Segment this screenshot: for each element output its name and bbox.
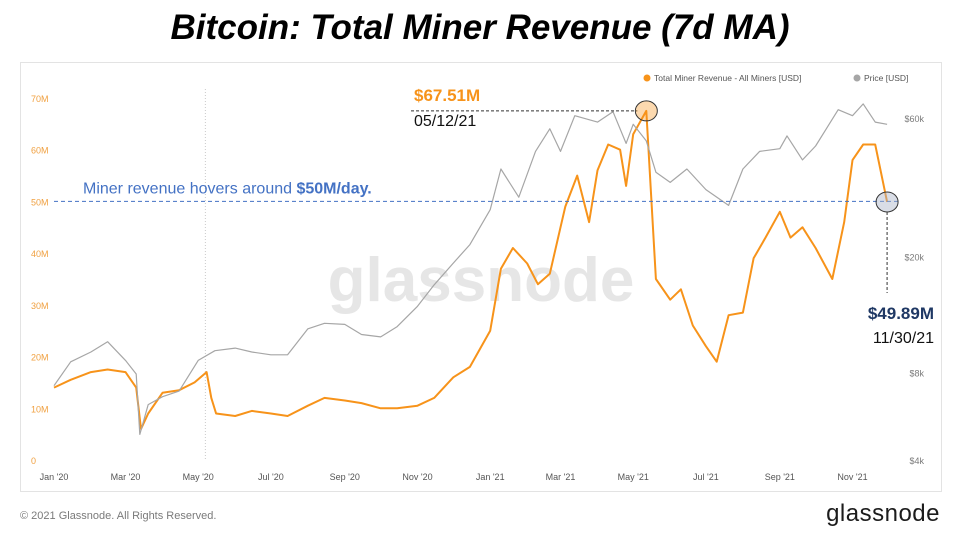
x-tick-label: Jan '21 — [476, 472, 505, 482]
x-tick-label: Mar '21 — [546, 472, 576, 482]
y-left-tick-label: 60M — [31, 146, 49, 156]
x-tick-label: Mar '20 — [111, 472, 141, 482]
chart-title: Bitcoin: Total Miner Revenue (7d MA) — [170, 8, 790, 47]
y-right-tick-label: $20k — [904, 253, 924, 263]
copyright-text: © 2021 Glassnode. All Rights Reserved. — [20, 510, 217, 522]
y-left-tick-label: 50M — [31, 197, 49, 207]
peak-value: $67.51M — [414, 86, 480, 105]
revenue-price-chart: glassnode 0 10M 20M 30M 40M 50M 60M 70M $4k $8k $2… — [31, 73, 934, 482]
y-right-tick-label: $60k — [904, 114, 924, 124]
y-left-tick-label: 20M — [31, 353, 49, 363]
y-left-tick-label: 10M — [31, 404, 49, 414]
x-tick-label: May '20 — [183, 472, 214, 482]
y-left-tick-label: 40M — [31, 249, 49, 259]
x-tick-label: Sep '20 — [330, 472, 360, 482]
x-tick-label: Jul '21 — [693, 472, 719, 482]
x-tick-label: Nov '21 — [837, 472, 867, 482]
end-marker — [875, 191, 899, 213]
peak-marker — [634, 100, 658, 122]
end-value: $49.89M — [868, 304, 934, 323]
peak-date: 05/12/21 — [414, 113, 476, 130]
x-tick-label: Nov '20 — [402, 472, 432, 482]
price-series-line — [53, 103, 888, 435]
y-right-tick-label: $4k — [909, 456, 924, 466]
x-tick-label: May '21 — [618, 472, 649, 482]
hover-annotation: Miner revenue hovers around $50M/day. — [83, 180, 372, 197]
x-tick-label: Jan '20 — [40, 472, 69, 482]
y-left-tick-label: 70M — [31, 94, 49, 104]
x-tick-label: Sep '21 — [765, 472, 795, 482]
legend-dot — [853, 74, 861, 82]
watermark: glassnode — [328, 246, 635, 315]
legend-dot — [643, 74, 651, 82]
y-left-tick-label: 0 — [31, 456, 36, 466]
legend-entry: Price [USD] — [864, 73, 908, 83]
x-tick-label: Jul '20 — [258, 472, 284, 482]
y-left-tick-label: 30M — [31, 301, 49, 311]
chart-panel: glassnode 0 10M 20M 30M 40M 50M 60M 70M $4k $8k $2… — [20, 62, 942, 492]
miner-revenue-series-line — [53, 109, 889, 430]
brand-logo: glassnode — [826, 500, 940, 527]
end-date: 11/30/21 — [873, 330, 934, 347]
y-right-tick-label: $8k — [909, 368, 924, 378]
legend-entry: Total Miner Revenue - All Miners [USD] — [654, 73, 801, 83]
